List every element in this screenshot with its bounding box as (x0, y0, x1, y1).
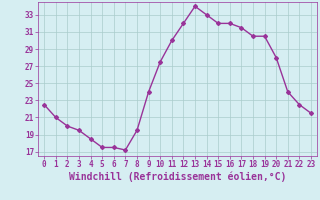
X-axis label: Windchill (Refroidissement éolien,°C): Windchill (Refroidissement éolien,°C) (69, 172, 286, 182)
